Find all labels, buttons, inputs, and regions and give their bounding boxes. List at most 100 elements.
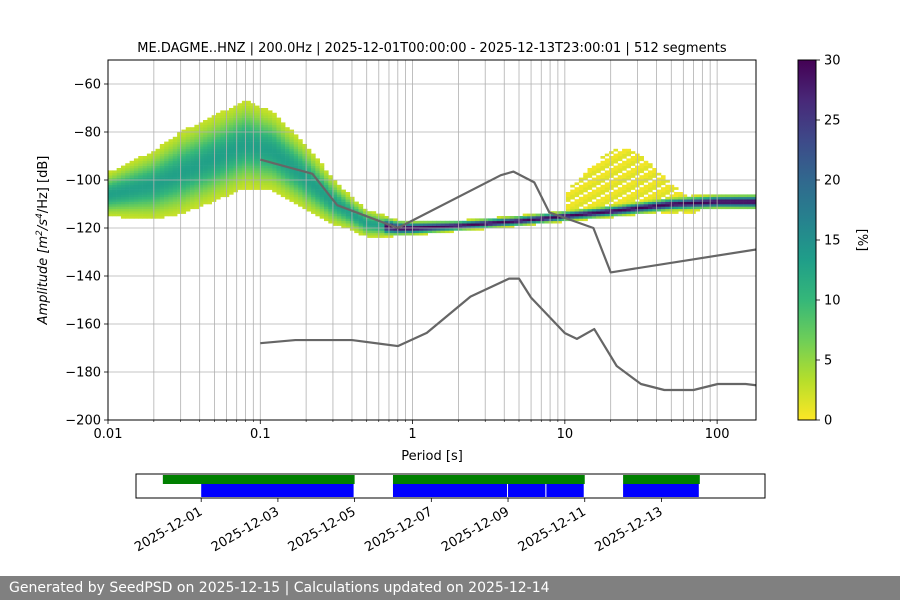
heatmap-cell — [630, 194, 636, 198]
heatmap-cell — [401, 232, 407, 236]
heatmap-cell — [375, 228, 381, 231]
heatmap-cell — [293, 136, 299, 140]
heatmap-cell — [116, 175, 122, 178]
heatmap-cell — [285, 182, 290, 186]
heatmap-cell — [203, 146, 208, 150]
heatmap-cell — [561, 213, 567, 217]
heatmap-cell — [194, 180, 200, 183]
heatmap-cell — [129, 201, 135, 205]
heatmap-cell — [250, 129, 256, 133]
heatmap-cell — [289, 196, 295, 200]
heatmap-cell — [194, 153, 200, 157]
heatmap-cell — [172, 170, 178, 174]
heatmap-cell — [302, 153, 308, 157]
heatmap-cell — [527, 220, 532, 224]
heatmap-cell — [311, 187, 316, 190]
heatmap-cell — [254, 172, 260, 176]
heatmap-cell — [617, 204, 623, 207]
heatmap-cell — [332, 216, 338, 219]
heatmap-cell — [730, 199, 735, 202]
heatmap-cell — [259, 148, 264, 152]
heatmap-cell — [540, 216, 545, 219]
heatmap-cell — [133, 196, 139, 200]
heatmap-cell — [181, 192, 187, 195]
heatmap-cell — [285, 139, 290, 142]
heatmap-cell — [220, 151, 225, 154]
heatmap-cell — [384, 225, 390, 229]
heatmap-cell — [285, 146, 290, 150]
heatmap-cell — [609, 163, 614, 166]
heatmap-cell — [660, 199, 666, 202]
heatmap-cell — [250, 158, 256, 162]
heatmap-cell — [565, 211, 571, 214]
heatmap-cell — [678, 208, 683, 212]
heatmap-cell — [354, 201, 359, 205]
heatmap-cell — [319, 182, 325, 186]
heatmap-cell — [626, 148, 632, 152]
heatmap-cell — [263, 177, 269, 181]
heatmap-cell — [678, 196, 683, 200]
heatmap-cell — [224, 184, 230, 188]
heatmap-cell — [328, 216, 333, 219]
heatmap-cell — [233, 129, 238, 133]
heatmap-cell — [596, 204, 601, 207]
heatmap-cell — [622, 148, 627, 152]
heatmap-cell — [367, 220, 372, 224]
heatmap-cell — [311, 170, 316, 174]
heatmap-cell — [332, 189, 338, 193]
heatmap-cell — [660, 211, 666, 214]
heatmap-cell — [302, 163, 308, 166]
heatmap-cell — [198, 151, 204, 154]
heatmap-cell — [617, 194, 623, 198]
heatmap-cell — [639, 165, 644, 169]
heatmap-cell — [220, 172, 225, 176]
heatmap-cell — [578, 196, 584, 200]
heatmap-cell — [263, 168, 269, 171]
heatmap-cell — [341, 189, 346, 193]
heatmap-cell — [211, 172, 217, 176]
heatmap-cell — [254, 151, 260, 154]
heatmap-cell — [259, 132, 264, 135]
heatmap-cell — [142, 189, 148, 193]
heatmap-cell — [652, 180, 657, 183]
heatmap-cell — [591, 211, 597, 214]
heatmap-cell — [367, 213, 372, 217]
heatmap-cell — [375, 225, 381, 229]
heatmap-cell — [673, 187, 679, 190]
heatmap-cell — [293, 172, 299, 176]
heatmap-cell — [362, 208, 368, 212]
heatmap-cell — [254, 170, 260, 174]
heatmap-cell — [207, 187, 212, 190]
heatmap-cell — [185, 139, 191, 142]
heatmap-cell — [682, 206, 688, 210]
heatmap-cell — [172, 196, 178, 200]
heatmap-cell — [708, 199, 714, 202]
heatmap-cell — [600, 204, 606, 207]
heatmap-cell — [241, 103, 247, 106]
heatmap-cell — [263, 184, 269, 188]
heatmap-cell — [306, 151, 312, 154]
heatmap-cell — [241, 165, 247, 169]
heatmap-cell — [747, 204, 752, 207]
heatmap-cell — [246, 148, 251, 152]
heatmap-cell — [228, 172, 234, 176]
heatmap-cell — [177, 141, 182, 145]
heatmap-cell — [272, 151, 277, 154]
heatmap-cell — [159, 160, 165, 164]
colorbar-tick-label: 5 — [824, 354, 832, 369]
heatmap-cell — [246, 156, 251, 159]
heatmap-cell — [306, 180, 312, 183]
heatmap-cell — [293, 156, 299, 159]
timeline-tick-label: 2025-12-11 — [516, 504, 589, 555]
heatmap-cell — [146, 175, 152, 178]
heatmap-cell — [384, 228, 390, 231]
heatmap-cell — [207, 194, 212, 198]
heatmap-cell — [267, 134, 273, 138]
heatmap-cell — [617, 201, 623, 205]
heatmap-cell — [496, 216, 502, 219]
heatmap-cell — [142, 165, 148, 169]
heatmap-cell — [155, 204, 161, 207]
heatmap-cell — [587, 204, 593, 207]
grid-lines — [108, 60, 756, 420]
